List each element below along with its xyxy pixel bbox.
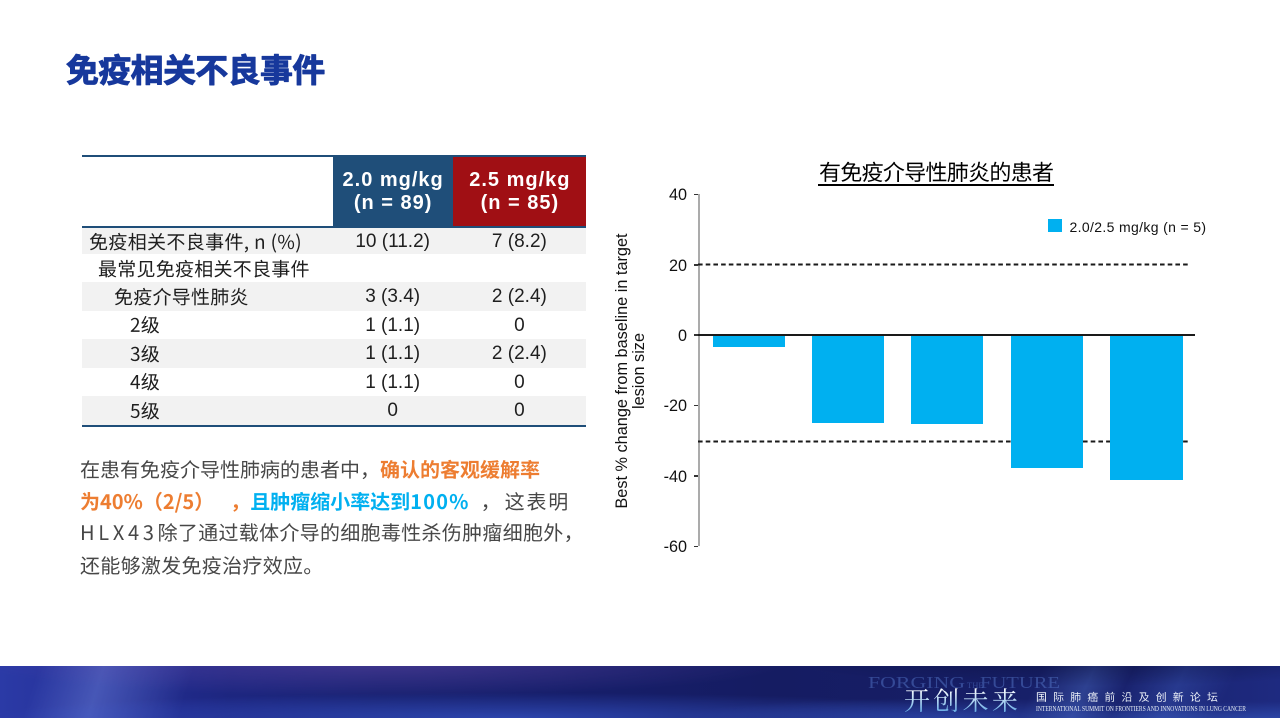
svg-text:INTERNATIONAL SUMMIT ON FRONTI: INTERNATIONAL SUMMIT ON FRONTIERS AND IN… [1036,704,1247,713]
svg-text:FORGING: FORGING [868,674,965,692]
svg-text:FUTURE: FUTURE [980,674,1060,692]
svg-text:THE: THE [967,680,984,690]
